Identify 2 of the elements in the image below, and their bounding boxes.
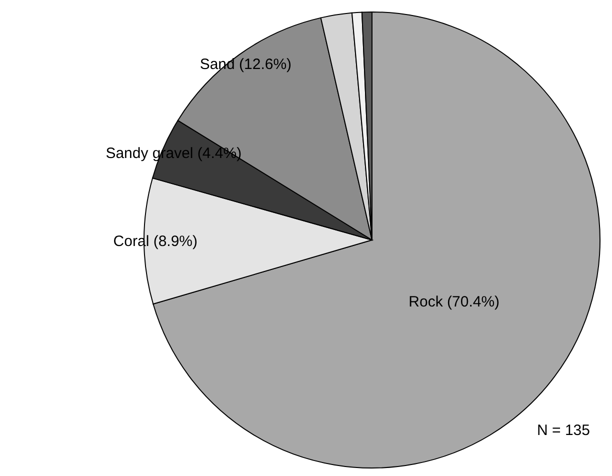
text: N = 135 <box>537 422 590 439</box>
slice-label: Rock (70.4%) <box>408 294 500 311</box>
